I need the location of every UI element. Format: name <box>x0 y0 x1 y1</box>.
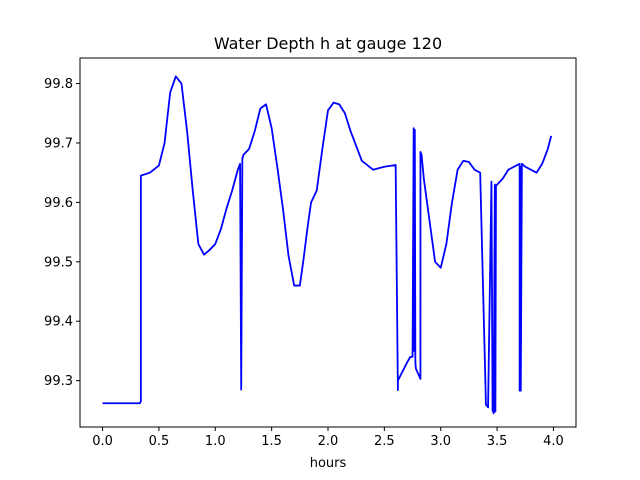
x-tick-label: 2.5 <box>374 434 395 449</box>
y-tick-label: 99.7 <box>44 136 73 151</box>
y-tick-label: 99.3 <box>44 374 73 389</box>
x-tick-label: 2.0 <box>318 434 339 449</box>
y-tick-label: 99.4 <box>44 315 73 330</box>
x-tick-label: 1.0 <box>205 434 226 449</box>
x-tick-label: 0.5 <box>149 434 170 449</box>
x-axis-label: hours <box>310 456 347 471</box>
series-layer <box>102 75 553 415</box>
x-tick-label: 4.0 <box>543 434 564 449</box>
plot-area-frame <box>79 57 577 428</box>
x-tick-label: 3.5 <box>487 434 508 449</box>
y-tick-label: 99.6 <box>44 196 73 211</box>
x-tick-label: 3.0 <box>430 434 451 449</box>
x-tick-label: 0.0 <box>92 434 113 449</box>
y-tick-label: 99.8 <box>44 77 73 92</box>
y-tick-label: 99.5 <box>44 255 73 270</box>
x-tick-label: 1.5 <box>261 434 282 449</box>
chart-title: Water Depth h at gauge 120 <box>214 34 442 53</box>
ticks-layer: 0.0 0.5 1.0 1.5 2.0 2.5 3.0 3.5 4.0 99.3 99.4 99.5 9… <box>44 77 564 449</box>
series-line <box>102 75 553 415</box>
